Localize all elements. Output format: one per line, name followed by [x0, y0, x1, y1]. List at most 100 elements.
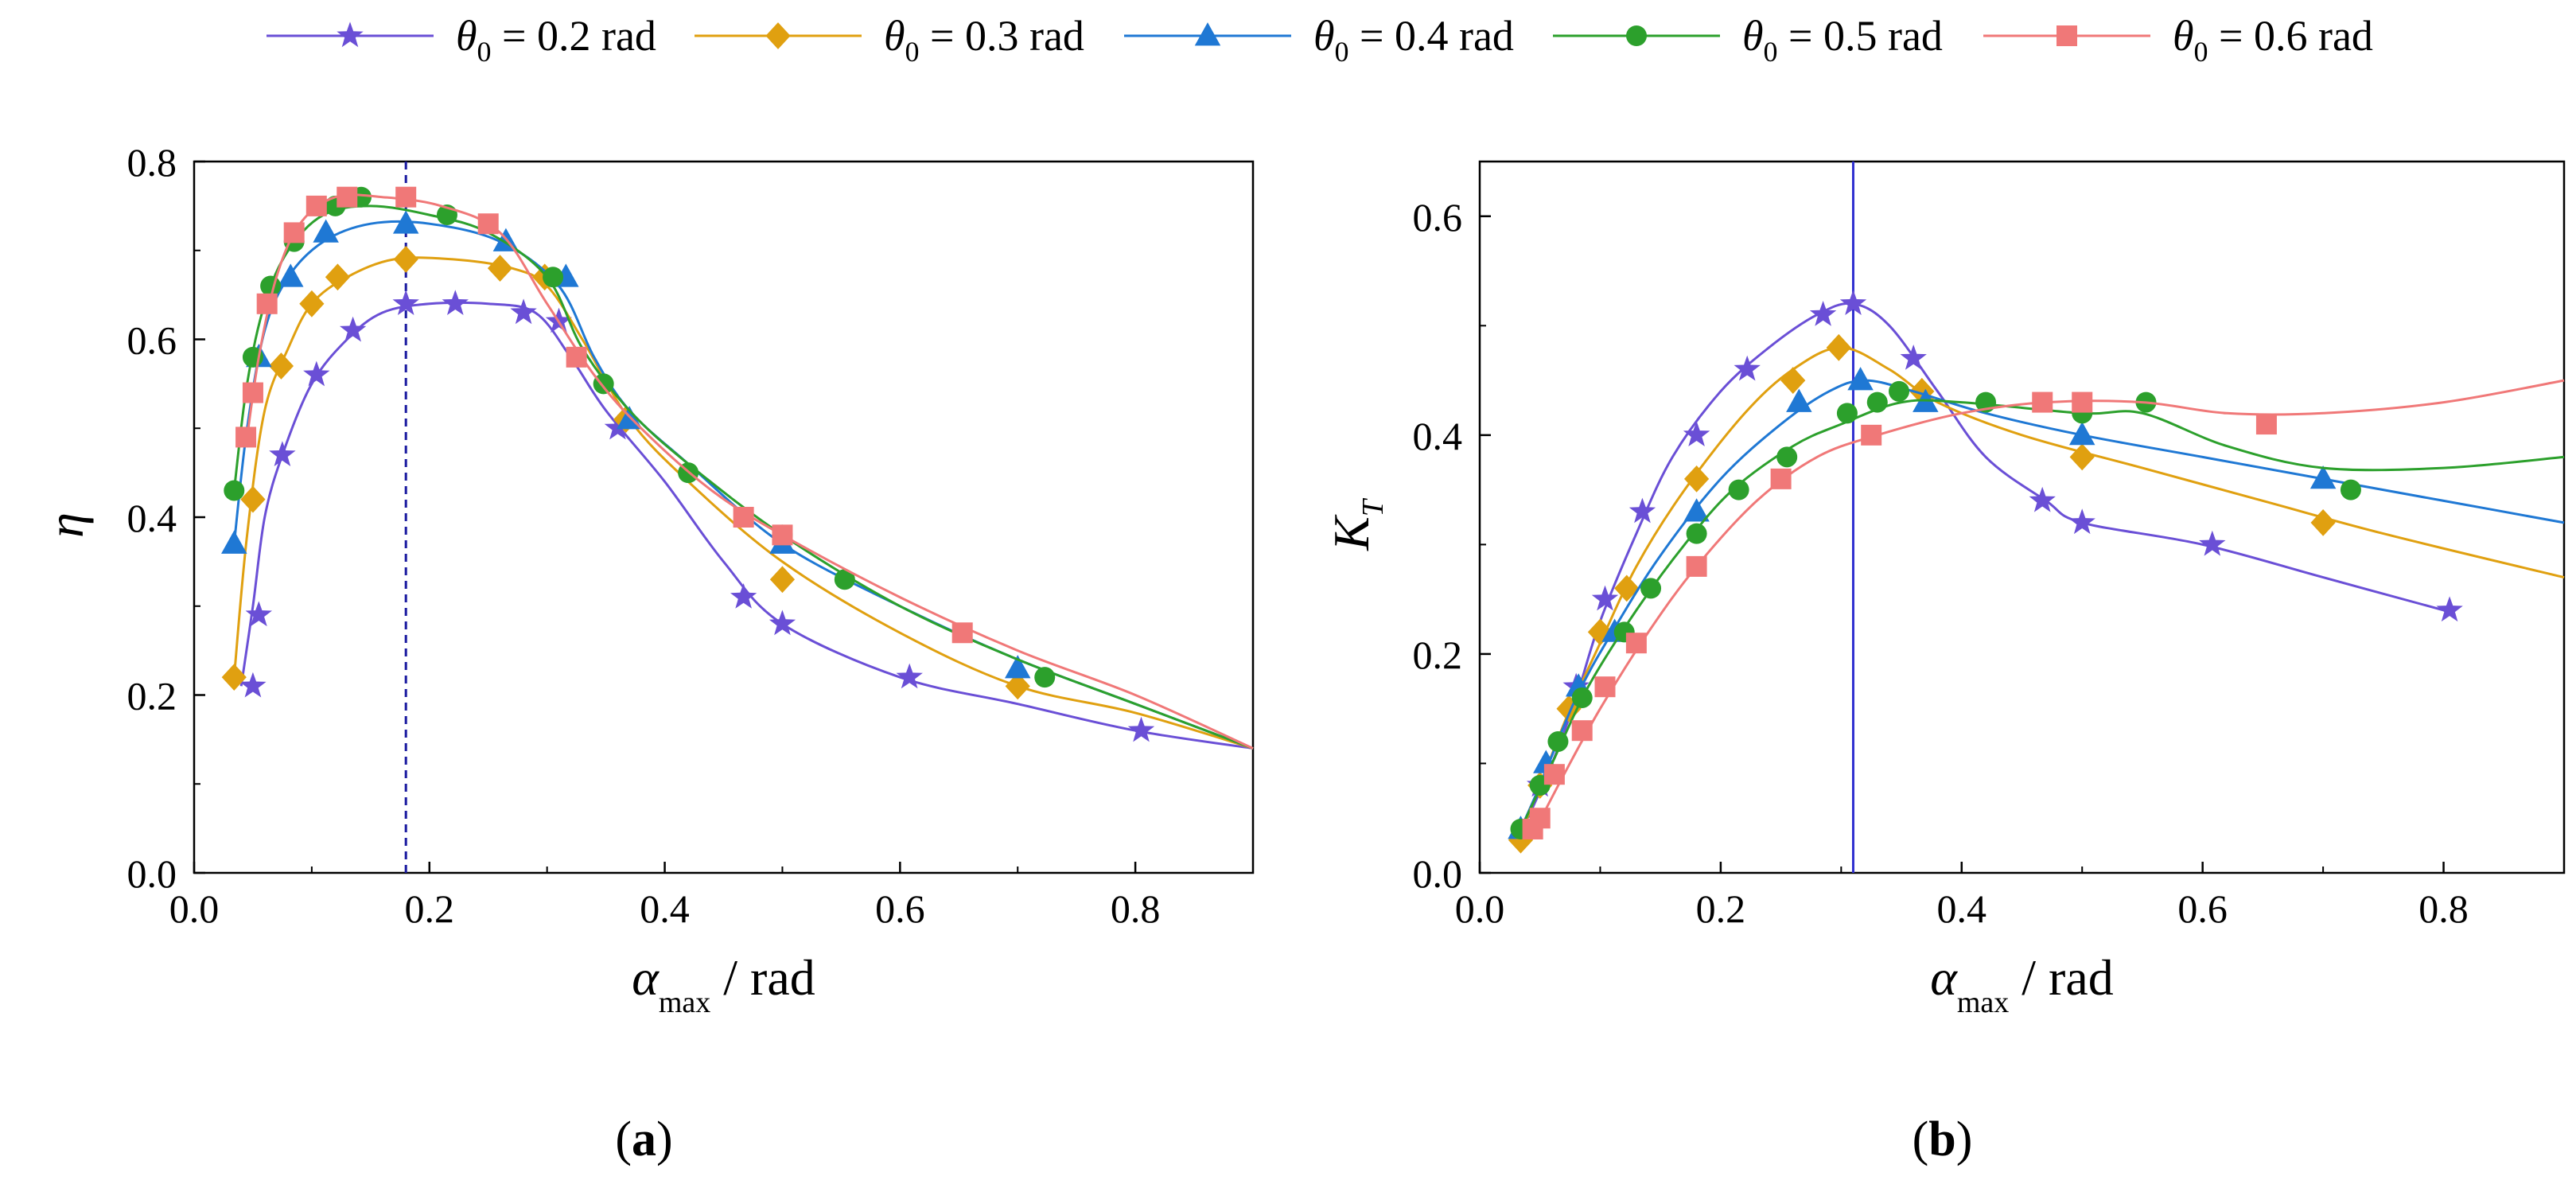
data-point	[1734, 355, 1761, 381]
plot-frame	[1478, 160, 2566, 874]
y-tick-label: 0.0	[127, 851, 177, 896]
data-point	[392, 210, 419, 234]
legend-label: θ0 = 0.3 rad	[884, 12, 1084, 68]
data-point	[477, 213, 499, 235]
data-point	[2255, 414, 2277, 435]
panel-label: (a)	[615, 1112, 672, 1166]
data-point	[1127, 716, 1155, 742]
legend-entry: θ0 = 0.6 rad	[1983, 12, 2373, 68]
data-point	[278, 263, 304, 287]
x-axis-label: αmax / rad	[632, 949, 815, 1019]
data-point	[260, 275, 282, 297]
data-point	[951, 622, 973, 644]
data-point	[1543, 764, 1565, 785]
data-point	[1614, 574, 1640, 602]
panel-b: 0.0 0.2 0.4 0.6 0.8 0.0 0.2 0.4 0.6 αmax / rad KT (…	[1323, 160, 2566, 1166]
data-point	[2068, 508, 2095, 535]
y-tick-label: 0.6	[127, 318, 177, 363]
data-point	[1776, 446, 1798, 468]
y-tick-label: 0.2	[127, 674, 177, 719]
series-2	[221, 246, 1254, 750]
legend-entry: θ0 = 0.5 rad	[1553, 12, 1943, 68]
data-point	[1847, 367, 1874, 391]
series-line	[1527, 302, 2444, 819]
data-point	[1686, 523, 1707, 544]
data-point	[1571, 720, 1593, 742]
data-point	[221, 664, 247, 691]
data-point	[1809, 301, 1837, 326]
legend-label: θ0 = 0.5 rad	[1742, 12, 1943, 68]
data-point	[1684, 465, 1710, 493]
series-4	[224, 186, 1254, 750]
data-point	[1900, 345, 1927, 370]
data-point	[2310, 508, 2336, 536]
data-point	[1728, 479, 1749, 500]
legend-entry: θ0 = 0.4 rad	[1124, 12, 1514, 68]
data-point	[733, 507, 754, 528]
data-point	[303, 360, 330, 387]
y-tick-label: 0.6	[1413, 195, 1463, 240]
series-3	[221, 210, 1254, 750]
data-point	[769, 609, 796, 636]
legend-entry: θ0 = 0.2 rad	[267, 12, 656, 68]
x-tick-label: 0.4	[1937, 886, 1987, 931]
series-2	[1508, 333, 2565, 854]
data-point	[510, 298, 537, 325]
x-tick-label: 0.2	[405, 886, 455, 931]
legend-label: θ0 = 0.4 rad	[1313, 12, 1514, 68]
data-point	[337, 186, 358, 208]
data-point	[1866, 391, 1888, 413]
series-line	[232, 220, 1254, 750]
legend-marker	[2057, 25, 2077, 46]
legend-marker	[1626, 25, 1647, 46]
data-point	[1861, 424, 1882, 446]
data-point	[2309, 465, 2337, 489]
data-point	[896, 663, 923, 689]
data-point	[730, 583, 757, 609]
data-point	[1571, 687, 1593, 708]
y-tick-label: 0.4	[127, 496, 177, 540]
data-point	[235, 426, 257, 448]
data-point	[769, 566, 796, 594]
panel-label: (b)	[1913, 1112, 1973, 1166]
data-point	[2032, 391, 2053, 413]
data-point	[245, 601, 272, 627]
x-axis-label: αmax / rad	[1930, 949, 2114, 1019]
series-line	[1520, 399, 2565, 830]
series-line	[1531, 379, 2565, 835]
series-5	[235, 186, 1254, 750]
data-point	[299, 290, 325, 317]
data-point	[543, 267, 564, 288]
data-point	[340, 316, 367, 342]
series-1	[1527, 290, 2463, 819]
data-point	[221, 530, 247, 554]
x-tick-label: 0.2	[1696, 886, 1746, 931]
x-tick-label: 0.6	[875, 886, 925, 931]
data-point	[325, 263, 351, 291]
y-tick-label: 0.2	[1413, 633, 1463, 677]
data-point	[2069, 443, 2095, 471]
x-tick-label: 0.8	[2418, 886, 2469, 931]
data-point	[1591, 585, 1619, 611]
data-point	[224, 480, 245, 501]
data-point	[1683, 421, 1710, 446]
plot-frame	[193, 160, 1255, 874]
x-tick-label: 0.0	[1455, 886, 1505, 931]
legend-label: θ0 = 0.6 rad	[2173, 12, 2373, 68]
y-axis-label: KT	[1323, 497, 1390, 551]
legend-marker	[337, 21, 364, 48]
data-point	[268, 352, 294, 380]
data-point	[1686, 555, 1707, 577]
data-point	[283, 222, 305, 243]
data-point	[2072, 391, 2093, 413]
data-point	[2068, 421, 2095, 446]
data-point	[1004, 655, 1031, 679]
legend-marker	[765, 22, 791, 49]
data-point	[242, 382, 263, 403]
data-point	[392, 290, 419, 315]
data-point	[566, 346, 587, 368]
data-point	[2029, 486, 2056, 512]
data-point	[239, 672, 267, 698]
data-point	[1640, 578, 1662, 599]
